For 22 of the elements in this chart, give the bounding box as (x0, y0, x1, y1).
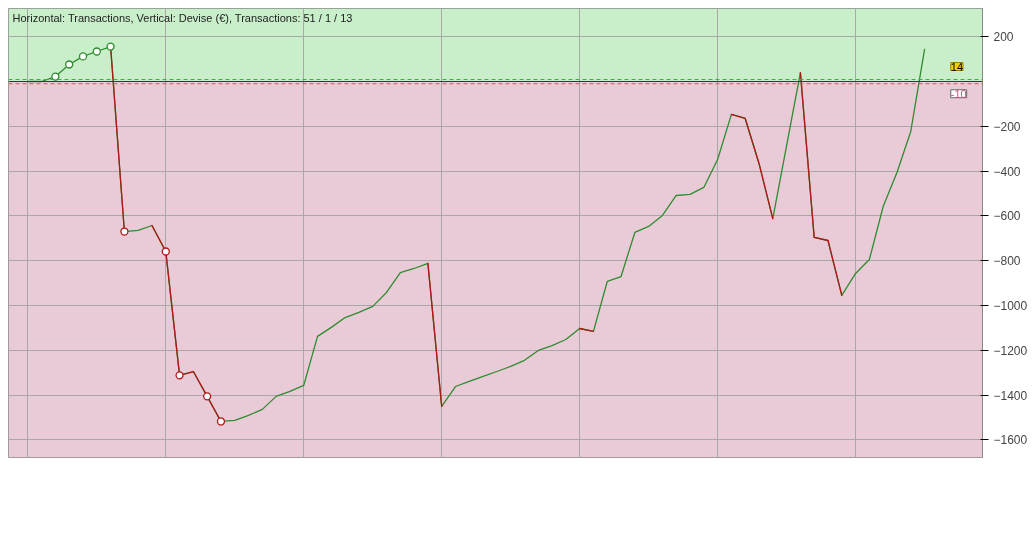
y-tick-label: −800 (993, 254, 1021, 269)
text: 14 (950, 60, 964, 73)
point (120, 227, 129, 236)
y-tick-label: −200 (993, 119, 1021, 134)
y-tick-label: −600 (993, 209, 1021, 224)
y-tick-label: −1000 (993, 298, 1028, 313)
point (161, 247, 170, 256)
ref-line-label: -10 (950, 87, 967, 100)
point (106, 42, 115, 51)
y-tick-label: −1600 (993, 433, 1028, 448)
y-tick-label: −1400 (993, 388, 1028, 403)
y-tick-label: 200 (993, 30, 1014, 45)
chart-title: Horizontal: Transactions, Vertical: Devise (€), Transactions: 51 / 1 / 13 (12, 11, 353, 24)
point (65, 60, 74, 69)
point (92, 47, 101, 56)
point (175, 371, 184, 380)
point (203, 392, 212, 401)
point (216, 417, 226, 426)
point (78, 52, 88, 61)
point (51, 72, 60, 81)
y-tick-label: −400 (993, 164, 1021, 179)
y-tick-label: −1200 (993, 343, 1028, 358)
